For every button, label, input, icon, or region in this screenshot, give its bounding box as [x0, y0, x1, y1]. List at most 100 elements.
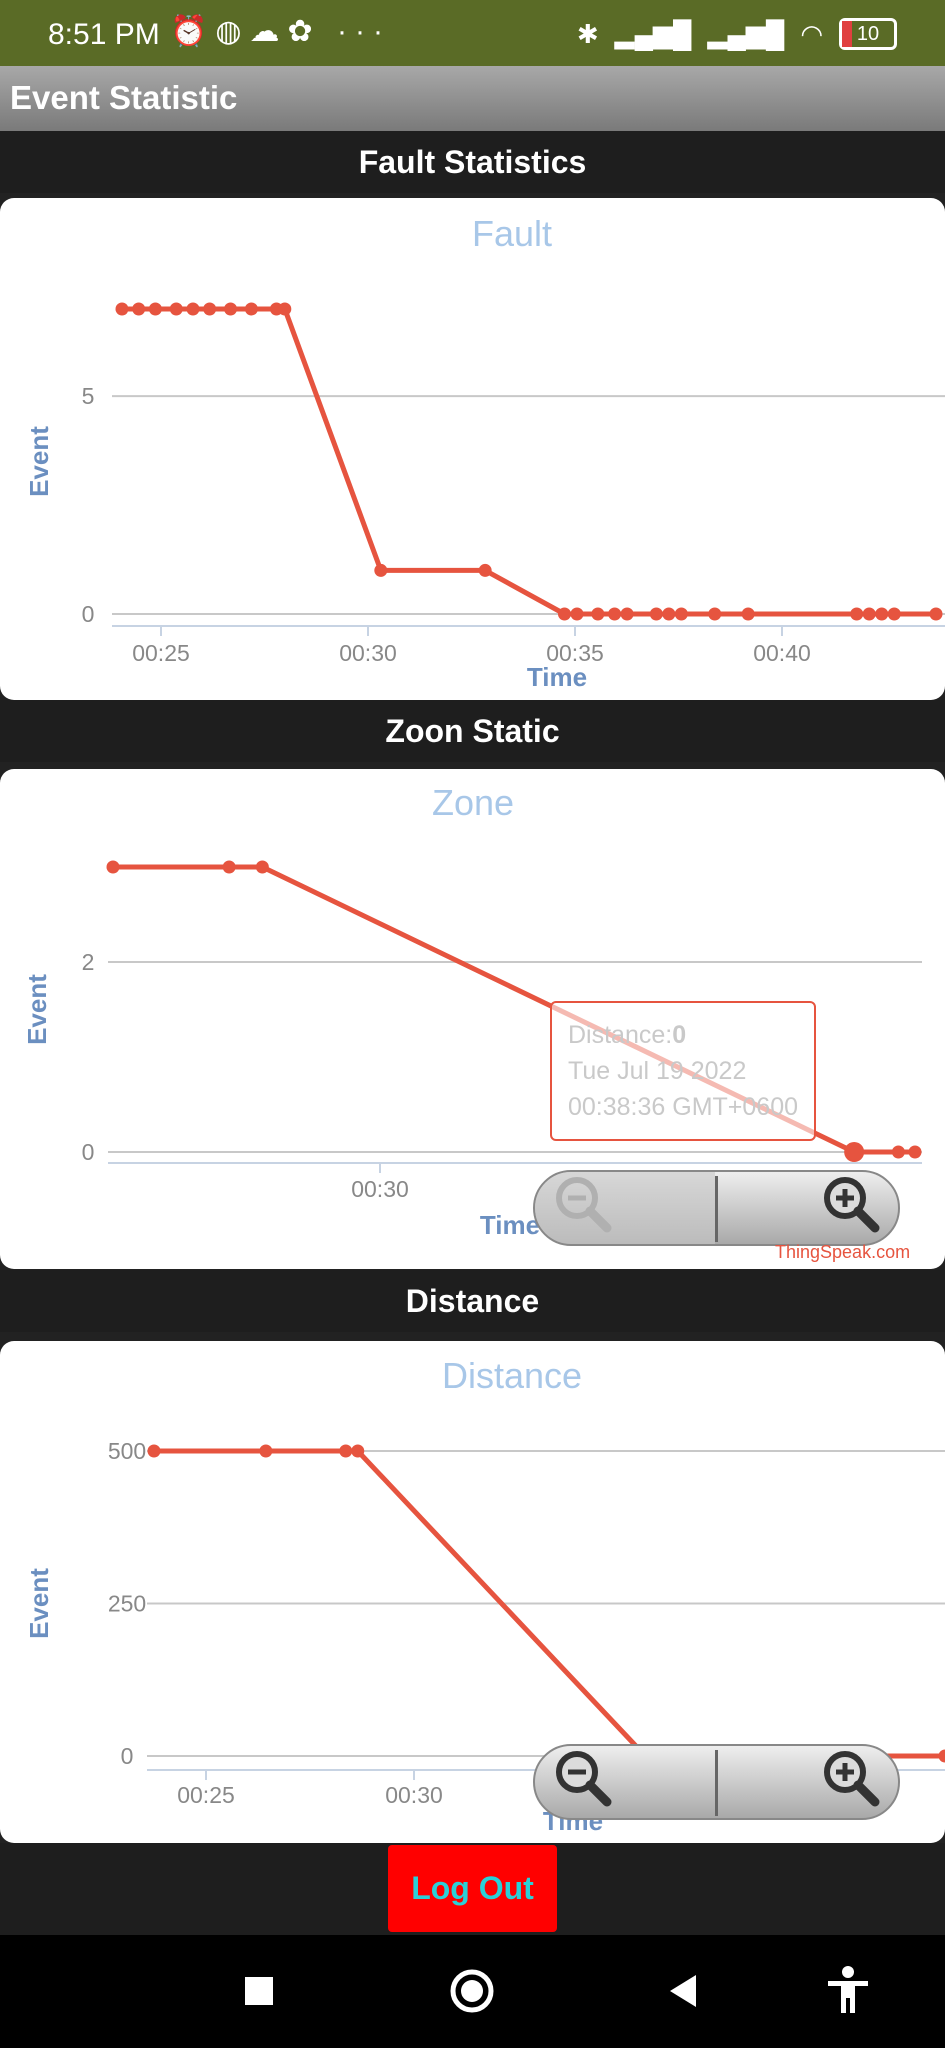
x-axis-label: Time — [480, 1210, 540, 1240]
zoom-divider — [715, 1176, 718, 1242]
data-point — [908, 1145, 922, 1159]
bluetooth-icon: ✱ — [576, 18, 599, 49]
data-point — [106, 860, 120, 874]
zoom-out-icon[interactable] — [551, 1172, 615, 1236]
zone-chart-card[interactable]: Zone 2 0 00:30 Time Event Distance:0 Tue Jul … — [0, 769, 945, 1269]
data-point — [620, 607, 634, 621]
data-point — [132, 302, 146, 316]
recents-icon[interactable] — [231, 1963, 287, 2019]
zone-chart: Zone 2 0 00:30 Time Event — [22, 782, 922, 1240]
data-point — [938, 1749, 945, 1763]
data-point — [148, 302, 162, 316]
fault-chart: Fault 5 0 00:25 00:30 00:35 00:40 Time Event — [24, 213, 945, 692]
zoom-in-icon[interactable] — [819, 1746, 883, 1810]
tooltip-time: 00:38:36 GMT+0600 — [568, 1093, 799, 1121]
distance-section-header: Distance — [0, 1270, 945, 1332]
battery-icon: 10 — [839, 18, 897, 50]
data-point — [891, 1145, 905, 1159]
data-point — [186, 302, 200, 316]
status-time: 8:51 PM — [48, 18, 160, 51]
logout-button[interactable]: Log Out — [388, 1845, 557, 1932]
data-point — [741, 607, 755, 621]
y-tick-label: 0 — [121, 1743, 134, 1769]
accessibility-icon[interactable] — [820, 1963, 876, 2019]
data-point — [351, 1444, 365, 1458]
zone-zoom-control — [533, 1170, 900, 1246]
thingspeak-link[interactable]: ThingSpeak.com — [775, 1242, 911, 1262]
data-point — [259, 1444, 273, 1458]
data-point — [929, 607, 943, 621]
y-tick-label: 0 — [82, 601, 95, 627]
chart-title: Fault — [472, 213, 552, 254]
zoom-divider — [715, 1750, 718, 1816]
data-point — [875, 607, 889, 621]
back-icon[interactable] — [656, 1963, 712, 2019]
y-tick-label: 0 — [82, 1139, 95, 1165]
y-tick-label: 5 — [82, 383, 95, 409]
wifi-icon: ◠ — [800, 18, 823, 49]
chart-tooltip: Distance:0 Tue Jul 19 2022 00:38:36 GMT+… — [550, 1001, 817, 1141]
status-bar: 8:51 PM ⏰◍☁✿ ··· ✱ ▂▄▆█ ▂▄▆█ ◠ 10 — [0, 0, 945, 66]
data-point — [203, 302, 217, 316]
data-point — [662, 607, 676, 621]
data-point — [570, 607, 584, 621]
signal-icon: ▂▄▆█ — [614, 18, 692, 49]
x-axis-label: Time — [527, 662, 587, 692]
more-notifications-icon: ··· — [337, 15, 392, 48]
home-icon[interactable] — [444, 1963, 500, 2019]
app-bar: Event Statistic — [0, 66, 945, 131]
tooltip-label: Distance: — [568, 1021, 673, 1049]
data-point — [862, 607, 876, 621]
data-point — [255, 860, 269, 874]
x-tick-label: 00:40 — [753, 640, 811, 666]
data-point — [674, 607, 688, 621]
data-point — [557, 607, 571, 621]
distance-chart-card[interactable]: Distance 500 250 0 00:25 00:30 Time Event — [0, 1341, 945, 1843]
data-point — [244, 302, 258, 316]
chart-title: Distance — [442, 1355, 582, 1396]
x-tick-label: 00:30 — [385, 1782, 443, 1808]
data-point — [147, 1444, 161, 1458]
data-point — [844, 1142, 865, 1162]
zoom-in-icon[interactable] — [819, 1172, 883, 1236]
y-axis-label: Event — [22, 974, 52, 1045]
y-tick-label: 250 — [108, 1591, 146, 1617]
data-point — [224, 302, 238, 316]
y-axis-label: Event — [24, 426, 54, 497]
notification-icons: ⏰◍☁✿ ··· — [170, 14, 391, 49]
zoom-out-icon[interactable] — [551, 1746, 615, 1810]
x-tick-label: 00:25 — [132, 640, 190, 666]
page-title: Event Statistic — [10, 79, 238, 116]
y-tick-label: 500 — [108, 1438, 146, 1464]
x-tick-label: 00:30 — [339, 640, 397, 666]
distance-zoom-control — [533, 1744, 900, 1820]
data-point — [339, 1444, 353, 1458]
data-point — [222, 860, 236, 874]
data-point — [115, 302, 129, 316]
series-line — [122, 306, 936, 617]
system-nav-bar — [0, 1935, 945, 2048]
x-tick-label: 00:30 — [351, 1176, 409, 1202]
data-point — [649, 607, 663, 621]
y-tick-label: 2 — [82, 949, 95, 975]
data-point — [169, 302, 183, 316]
data-point — [374, 563, 388, 577]
data-point — [608, 607, 622, 621]
system-status: ✱ ▂▄▆█ ▂▄▆█ ◠ 10 — [577, 18, 897, 50]
x-tick-label: 00:35 — [546, 640, 604, 666]
y-axis-label: Event — [24, 1568, 54, 1639]
fault-chart-card[interactable]: Fault 5 0 00:25 00:30 00:35 00:40 Time Event — [0, 198, 945, 700]
data-point — [478, 563, 492, 577]
data-point — [850, 607, 864, 621]
app-icon: ✿ — [287, 15, 321, 48]
tooltip-value: 0 — [672, 1021, 687, 1049]
data-point — [278, 302, 292, 316]
data-point — [591, 607, 605, 621]
data-point — [887, 607, 901, 621]
alarm-icon: ⏰ — [170, 15, 216, 48]
tooltip-date: Tue Jul 19 2022 — [568, 1057, 747, 1085]
zone-section-header: Zoon Static — [0, 700, 945, 762]
cloud-icon: ☁ — [249, 15, 288, 48]
chart-title: Zone — [432, 782, 514, 823]
data-point — [708, 607, 722, 621]
